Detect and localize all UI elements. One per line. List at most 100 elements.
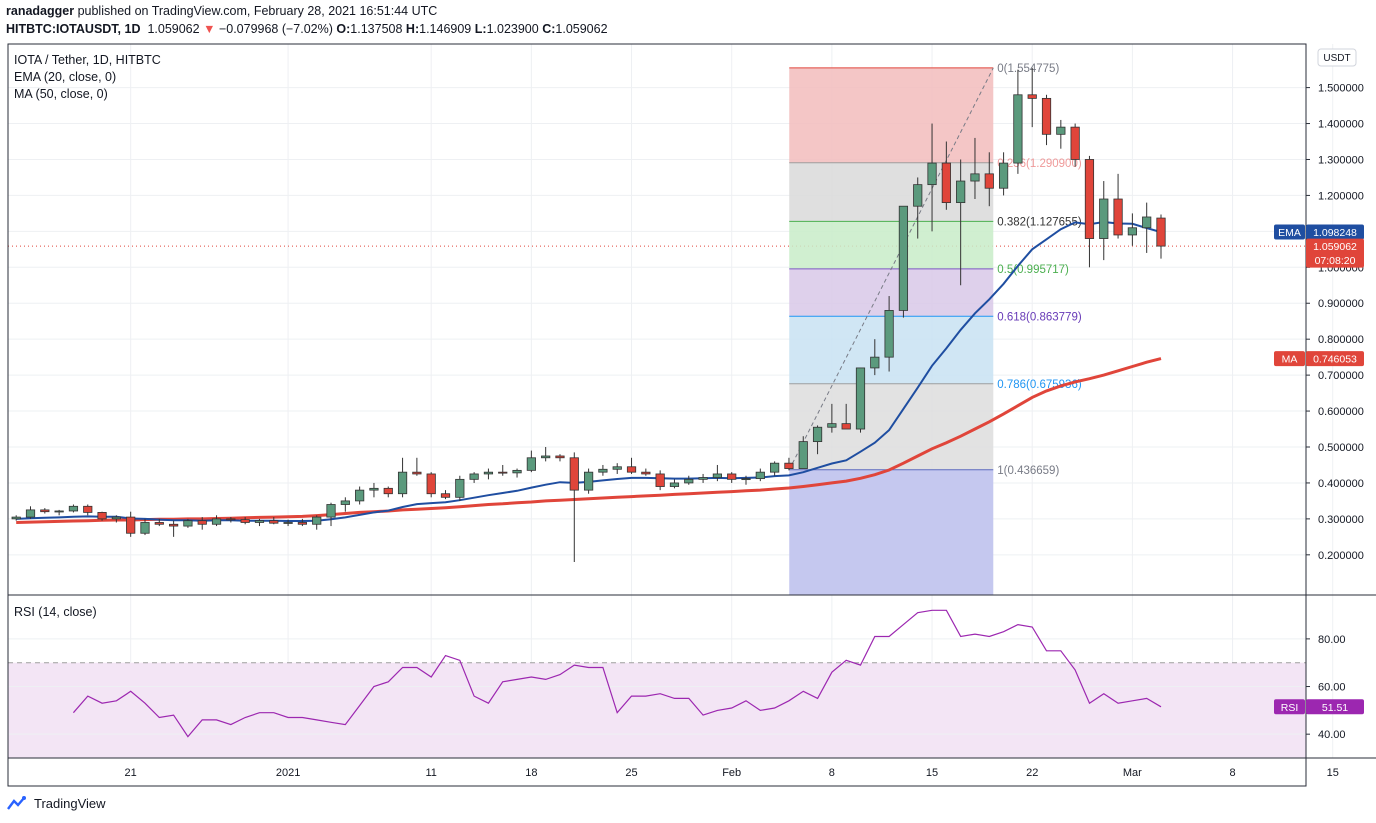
candle-up bbox=[598, 464, 608, 476]
publisher-name[interactable]: ranadagger bbox=[6, 4, 75, 18]
candle-up bbox=[140, 518, 150, 536]
candle-down bbox=[984, 152, 994, 207]
candle-body bbox=[40, 509, 50, 513]
candle-down bbox=[784, 457, 794, 471]
candle-body bbox=[626, 466, 637, 473]
price-tick-label: 0.200000 bbox=[1318, 550, 1364, 562]
candle-down bbox=[941, 141, 951, 210]
candle-body bbox=[798, 441, 808, 469]
candle-body bbox=[269, 520, 279, 524]
candle-body bbox=[11, 516, 21, 520]
candle-body bbox=[541, 455, 551, 459]
price-tick-label: 0.700000 bbox=[1318, 370, 1364, 382]
candle-body bbox=[240, 519, 250, 523]
candle-body bbox=[698, 477, 708, 480]
rsi-badge-value-box bbox=[1306, 699, 1364, 715]
candle-down bbox=[412, 457, 422, 476]
candle-body bbox=[655, 473, 665, 487]
fib-zone bbox=[789, 268, 994, 317]
candle-down bbox=[40, 508, 50, 514]
candle-down bbox=[641, 468, 651, 476]
candle-body bbox=[941, 162, 951, 204]
candle-body bbox=[469, 473, 479, 480]
candle-body bbox=[669, 482, 680, 487]
candle-body bbox=[584, 471, 594, 491]
candle-body bbox=[526, 457, 536, 471]
candle-up bbox=[669, 479, 680, 489]
candle-body bbox=[154, 522, 164, 525]
ema-badge: EMA 1.098248 bbox=[1274, 224, 1364, 240]
candle-body bbox=[440, 493, 451, 498]
candle-body bbox=[369, 487, 379, 491]
ma-badge: MA 0.746053 bbox=[1274, 351, 1364, 367]
candle-up bbox=[483, 468, 494, 480]
candle-body bbox=[1142, 216, 1152, 229]
candle-down bbox=[440, 490, 451, 500]
candle-up bbox=[211, 515, 222, 527]
candle-up bbox=[698, 473, 708, 483]
candle-down bbox=[126, 511, 136, 537]
fib-zone bbox=[789, 221, 994, 269]
last-price: 1.059062 bbox=[147, 22, 200, 36]
chart-title-legend[interactable]: IOTA / Tether, 1D, HITBTC bbox=[14, 53, 161, 67]
fibonacci-retracement[interactable]: 0(1.554775) 0.236(1.290900) 0.382(1.127655… bbox=[788, 63, 1082, 595]
candle-up bbox=[898, 205, 909, 318]
fib-level-label: 0.786(0.675936) bbox=[997, 379, 1082, 391]
candle-up bbox=[68, 504, 79, 513]
candle-down bbox=[1027, 67, 1037, 128]
currency-label: USDT bbox=[1323, 53, 1350, 64]
price-badge-value-box bbox=[1306, 238, 1364, 268]
ohlc-line: HITBTC:IOTAUSDT, 1D 1.059062 ▼ −0.079968… bbox=[6, 22, 608, 36]
rsi-legend[interactable]: RSI (14, close) bbox=[14, 605, 97, 619]
candle-body bbox=[855, 367, 866, 430]
candle-up bbox=[455, 475, 465, 501]
candle-body bbox=[712, 473, 722, 478]
candle-body bbox=[312, 516, 322, 525]
price-tick-label: 1.500000 bbox=[1318, 83, 1364, 95]
ema-badge-label: EMA bbox=[1278, 227, 1301, 239]
ema-badge-value-box bbox=[1306, 224, 1364, 240]
candle-body bbox=[383, 487, 393, 495]
fib-zone-extension bbox=[789, 469, 994, 595]
candle-down bbox=[727, 472, 737, 483]
candle-body bbox=[226, 518, 236, 521]
ma-badge-value-box bbox=[1306, 351, 1364, 367]
fib-level-label: 0.236(1.290900) bbox=[997, 158, 1082, 170]
time-tick-label: 25 bbox=[625, 767, 637, 779]
candle-up bbox=[855, 367, 866, 433]
price-badge-countdown: 07:08:20 bbox=[1315, 255, 1356, 267]
candle-body bbox=[827, 423, 837, 428]
fib-level-label: 1(0.436659) bbox=[997, 465, 1059, 477]
candle-body bbox=[340, 500, 350, 505]
ema-legend[interactable]: EMA (20, close, 0) bbox=[14, 70, 117, 84]
candle-body bbox=[111, 516, 121, 520]
tradingview-logo[interactable]: TradingView bbox=[6, 795, 106, 811]
candle-body bbox=[169, 523, 179, 527]
price-tick-label: 0.600000 bbox=[1318, 406, 1364, 418]
candle-down bbox=[1156, 214, 1166, 259]
grid-lines bbox=[8, 44, 1334, 758]
candle-down bbox=[297, 518, 308, 527]
candle-down bbox=[841, 403, 851, 430]
candle-up bbox=[913, 177, 923, 239]
candle-body bbox=[784, 462, 794, 469]
candle-down bbox=[655, 470, 665, 491]
time-tick-label: 8 bbox=[829, 767, 835, 779]
candle-up bbox=[712, 464, 722, 482]
candle-down bbox=[383, 486, 393, 498]
candle-body bbox=[1070, 126, 1080, 160]
candle-up bbox=[11, 515, 21, 521]
candle-body bbox=[97, 512, 107, 520]
time-tick-label: 18 bbox=[525, 767, 537, 779]
candle-body bbox=[254, 520, 265, 523]
candle-up bbox=[998, 152, 1009, 196]
price-tick-label: 1.300000 bbox=[1318, 154, 1364, 166]
price-tick-label: 0.300000 bbox=[1318, 514, 1364, 526]
candle-body bbox=[326, 504, 336, 518]
candle-down bbox=[1041, 94, 1052, 146]
ma-line bbox=[16, 357, 1162, 524]
ma-legend[interactable]: MA (50, close, 0) bbox=[14, 87, 108, 101]
price-tick-label: 1.200000 bbox=[1318, 190, 1364, 202]
price-tick-label: 1.400000 bbox=[1318, 119, 1364, 131]
